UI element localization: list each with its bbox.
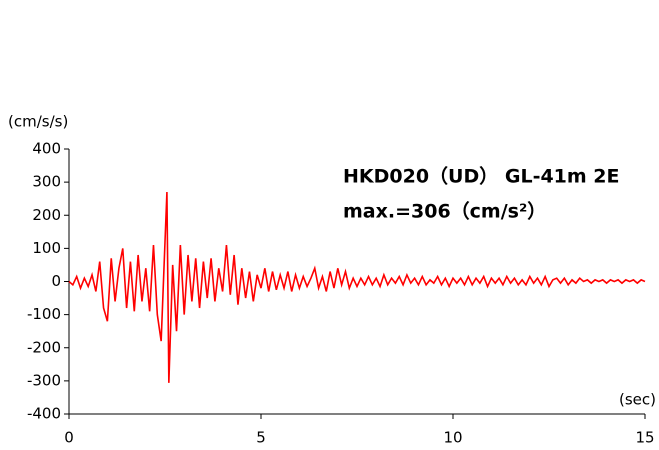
y-tick-label: 300 (32, 173, 61, 191)
y-tick-label: -400 (27, 405, 61, 423)
data-line (68, 192, 646, 383)
y-tick-label: 200 (32, 206, 61, 224)
x-axis-label: (sec) (619, 391, 656, 409)
x-tick-label: 10 (443, 429, 462, 447)
y-tick-label: 400 (32, 140, 61, 158)
y-axis-label: (cm/s/s) (8, 113, 68, 131)
x-tick-label: 5 (256, 429, 266, 447)
annotation: HKD020（UD） GL-41m 2E (343, 165, 620, 188)
y-tick-label: -300 (27, 371, 61, 389)
x-tick-label: 15 (635, 429, 654, 447)
y-tick-label: -200 (27, 338, 61, 356)
annotation: max.=306（cm/s²） (343, 200, 546, 223)
y-tick-label: 100 (32, 239, 61, 257)
y-tick-label: 0 (51, 272, 61, 290)
x-tick-label: 0 (64, 429, 74, 447)
y-tick-label: -100 (27, 305, 61, 323)
